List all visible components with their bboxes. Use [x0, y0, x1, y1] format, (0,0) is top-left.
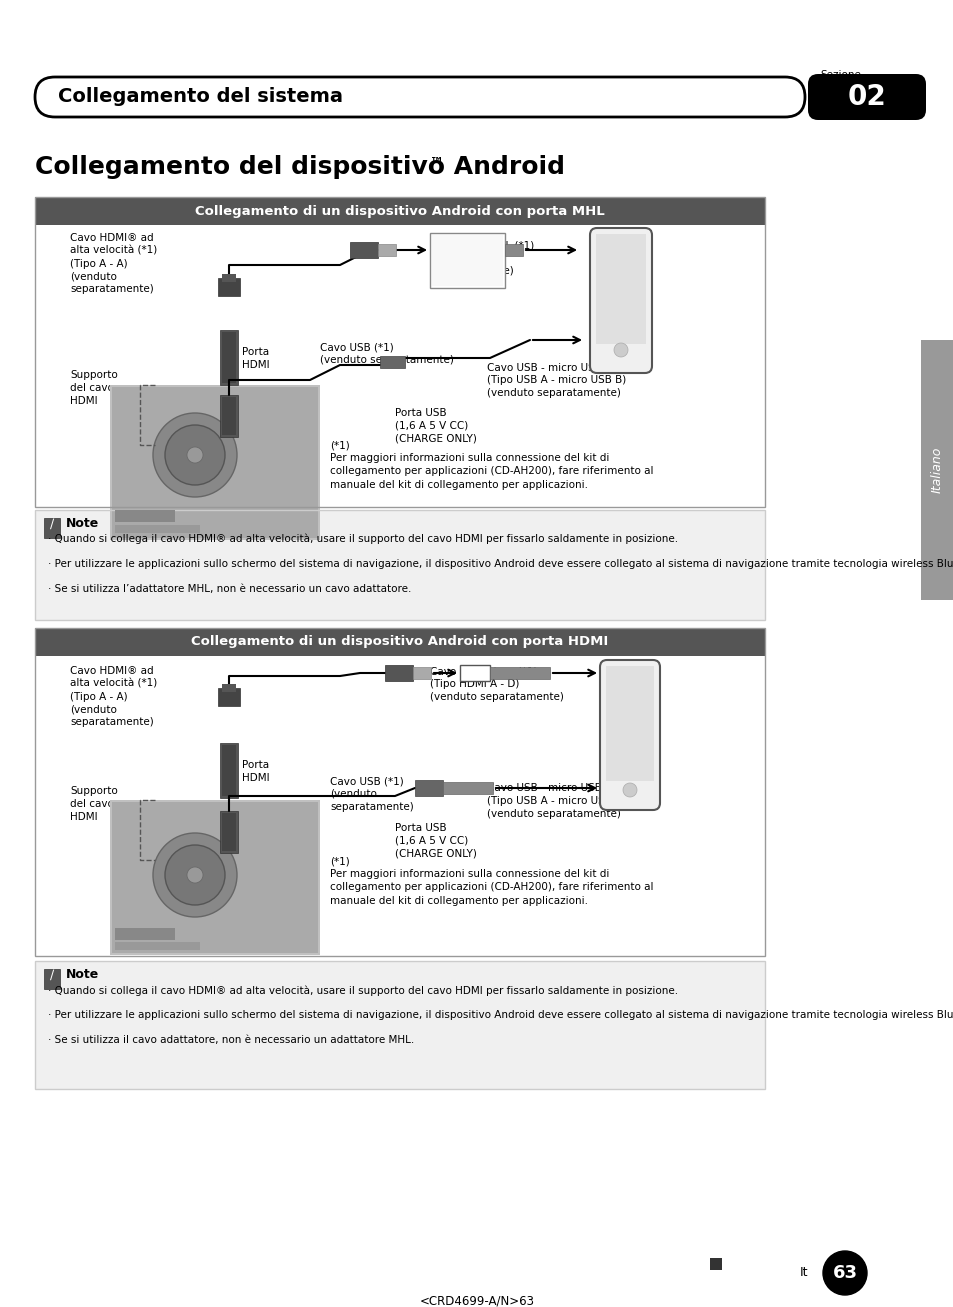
Text: Supporto
del cavo
HDMI: Supporto del cavo HDMI [70, 370, 117, 405]
Bar [35, 197, 764, 507]
Bar [596, 234, 645, 344]
Circle shape [822, 1251, 866, 1295]
Bar [709, 1259, 721, 1270]
Bar [413, 667, 431, 680]
Bar [222, 274, 235, 282]
FancyBboxPatch shape [589, 227, 651, 372]
Text: Porta USB
(1,6 A 5 V CC)
(CHARGE ONLY): Porta USB (1,6 A 5 V CC) (CHARGE ONLY) [395, 823, 476, 859]
Text: Supporto
del cavo
HDMI: Supporto del cavo HDMI [70, 786, 117, 822]
Bar [415, 780, 442, 796]
Bar [115, 510, 174, 521]
Text: Cavo USB - micro USB (*1)
(Tipo USB A - micro USB B)
(venduto separatamente): Cavo USB - micro USB (*1) (Tipo USB A - … [486, 783, 625, 818]
Bar [432, 235, 502, 286]
FancyBboxPatch shape [807, 74, 925, 120]
Bar [379, 356, 405, 369]
Text: Note: Note [66, 518, 99, 531]
Text: Cavo USB - micro USB (*1)
(Tipo USB A - micro USB B)
(venduto separatamente): Cavo USB - micro USB (*1) (Tipo USB A - … [486, 362, 625, 397]
Text: · Per utilizzare le applicazioni sullo schermo del sistema di navigazione, il di: · Per utilizzare le applicazioni sullo s… [48, 559, 953, 569]
Bar [430, 233, 504, 288]
Circle shape [622, 783, 637, 797]
Bar [222, 745, 235, 796]
Text: ∕: ∕ [50, 968, 54, 982]
Bar [112, 802, 317, 953]
Text: Cavo HDMI® ad
alta velocità (*1)
(Tipo A - A)
(venduto
separatamente): Cavo HDMI® ad alta velocità (*1) (Tipo A… [70, 233, 157, 294]
Bar [218, 687, 240, 706]
Text: Italiano: Italiano [929, 447, 943, 493]
Bar [222, 397, 235, 435]
Text: Collegamento del dispositivo Android: Collegamento del dispositivo Android [35, 156, 564, 179]
Circle shape [165, 425, 225, 485]
Text: Cavo USB (*1)
(venduto
separatamente): Cavo USB (*1) (venduto separatamente) [330, 776, 414, 812]
Text: Collegamento di un dispositivo Android con porta MHL: Collegamento di un dispositivo Android c… [195, 204, 604, 217]
Bar [110, 386, 319, 540]
Bar [44, 968, 60, 989]
Text: It: It [799, 1266, 807, 1280]
Bar [220, 395, 237, 437]
Bar [115, 942, 200, 950]
Text: ™: ™ [430, 156, 443, 169]
Text: 02: 02 [846, 84, 885, 111]
Bar [115, 525, 200, 533]
Text: Sezione: Sezione [820, 71, 860, 80]
Text: 63: 63 [832, 1264, 857, 1282]
Text: · Quando si collega il cavo HDMI® ad alta velocità, usare il supporto del cavo H: · Quando si collega il cavo HDMI® ad alt… [48, 535, 678, 545]
Circle shape [152, 413, 236, 497]
Bar [504, 244, 522, 256]
Bar [35, 961, 764, 1089]
Bar [112, 387, 317, 538]
Bar [220, 329, 237, 386]
Circle shape [187, 447, 203, 463]
Bar [459, 665, 490, 681]
Text: Adattatore MHL (*1)
(venduto
separatamente): Adattatore MHL (*1) (venduto separatamen… [430, 240, 534, 276]
Text: Cavo USB (*1)
(venduto separatamente): Cavo USB (*1) (venduto separatamente) [319, 342, 454, 365]
Text: Collegamento del sistema: Collegamento del sistema [58, 88, 343, 106]
Circle shape [187, 867, 203, 884]
Bar [605, 667, 654, 782]
Bar [35, 961, 764, 1089]
Text: Collegamento di un dispositivo Android con porta HDMI: Collegamento di un dispositivo Android c… [192, 635, 608, 648]
Circle shape [152, 833, 236, 918]
Text: Porta
HDMI: Porta HDMI [242, 346, 270, 370]
Text: <CRD4699-A/N>63: <CRD4699-A/N>63 [419, 1295, 534, 1307]
Bar [220, 812, 237, 853]
Text: Cavo HDMI® ad
alta velocità (*1)
(Tipo A - A)
(venduto
separatamente): Cavo HDMI® ad alta velocità (*1) (Tipo A… [70, 667, 157, 727]
Text: Porta
HDMI: Porta HDMI [242, 759, 270, 783]
Bar [35, 510, 764, 620]
Text: · Quando si collega il cavo HDMI® ad alta velocità, usare il supporto del cavo H: · Quando si collega il cavo HDMI® ad alt… [48, 985, 678, 996]
Bar [220, 742, 237, 799]
Text: (*1)
Per maggiori informazioni sulla connessione del kit di
collegamento per app: (*1) Per maggiori informazioni sulla con… [330, 440, 653, 490]
FancyBboxPatch shape [599, 660, 659, 810]
FancyBboxPatch shape [35, 77, 804, 118]
Text: · Per utilizzare le applicazioni sullo schermo del sistema di navigazione, il di: · Per utilizzare le applicazioni sullo s… [48, 1010, 953, 1019]
Text: Cavo adattatore (*1)
(Tipo HDMI A - D)
(venduto separatamente): Cavo adattatore (*1) (Tipo HDMI A - D) (… [430, 667, 563, 702]
Bar [350, 242, 377, 257]
Text: Note: Note [66, 968, 99, 982]
Bar [222, 813, 235, 851]
Bar [385, 665, 413, 681]
Bar [222, 684, 235, 691]
Bar [35, 627, 764, 656]
Bar [35, 510, 764, 620]
Bar [35, 627, 764, 955]
Bar [218, 278, 240, 295]
Text: · Se si utilizza l’adattatore MHL, non è necessario un cavo adattatore.: · Se si utilizza l’adattatore MHL, non è… [48, 584, 411, 593]
Text: ∕: ∕ [50, 518, 54, 531]
Text: Porta USB
(1,6 A 5 V CC)
(CHARGE ONLY): Porta USB (1,6 A 5 V CC) (CHARGE ONLY) [395, 408, 476, 443]
Bar [442, 782, 493, 793]
Bar [35, 197, 764, 225]
Circle shape [165, 846, 225, 904]
Bar [115, 928, 174, 940]
Text: (*1)
Per maggiori informazioni sulla connessione del kit di
collegamento per app: (*1) Per maggiori informazioni sulla con… [330, 856, 653, 906]
Bar [222, 332, 235, 383]
Bar [920, 340, 953, 600]
Bar [35, 656, 764, 955]
Bar [377, 244, 395, 256]
Bar [44, 518, 60, 538]
Text: · Se si utilizza il cavo adattatore, non è necessario un adattatore MHL.: · Se si utilizza il cavo adattatore, non… [48, 1035, 414, 1046]
Circle shape [614, 342, 627, 357]
Bar [490, 667, 550, 680]
Bar [110, 800, 319, 955]
Bar [35, 225, 764, 507]
